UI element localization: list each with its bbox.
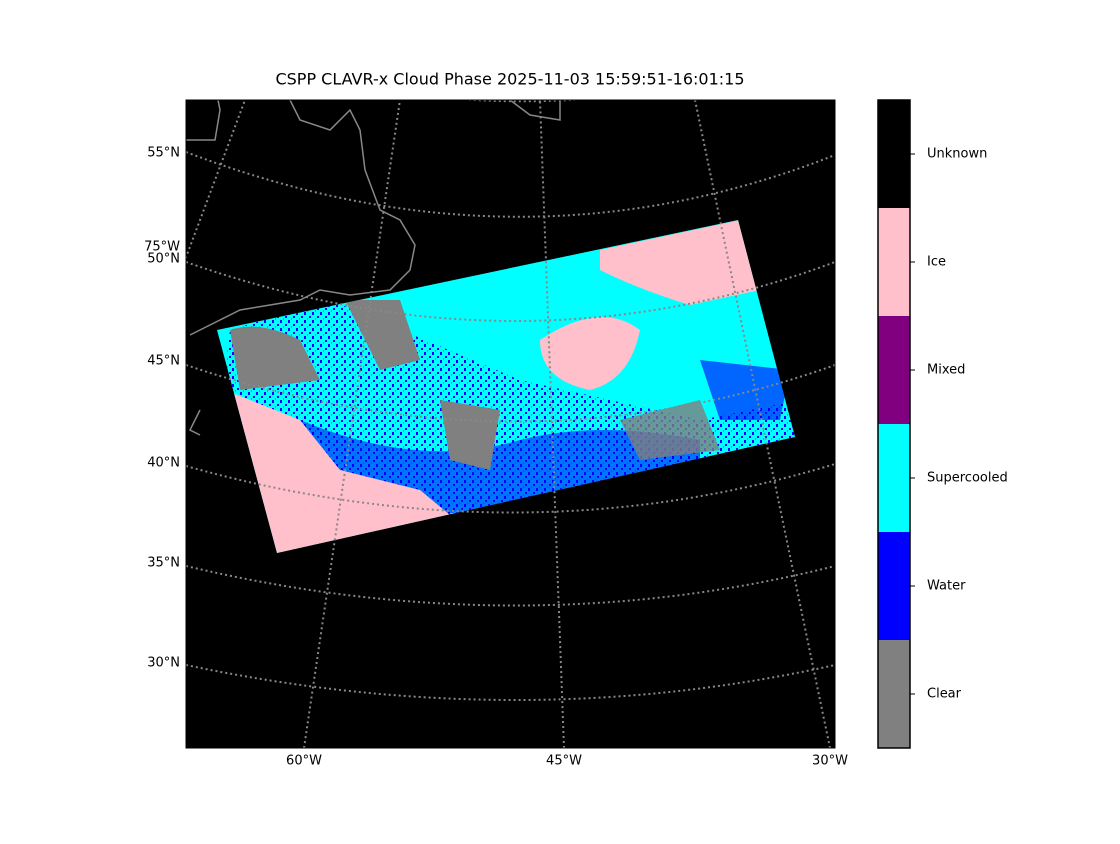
- colorbar-band: [878, 640, 910, 748]
- colorbar-label: Water: [927, 579, 966, 594]
- colorbar: Clear Water Supercooled Mixed Ice Unknown: [877, 99, 1008, 749]
- latitude-label: 30°N: [147, 656, 180, 671]
- coastline: [186, 100, 561, 436]
- longitude-label: 30°W: [812, 754, 848, 769]
- latitude-label: 40°N: [147, 456, 180, 471]
- latitude-label: 55°N: [147, 146, 180, 161]
- colorbar-label: Mixed: [927, 363, 965, 378]
- colorbar-band: [878, 316, 910, 424]
- map-frame: [185, 99, 836, 749]
- colorbar-frame: [877, 99, 911, 749]
- colorbar-band: [878, 100, 910, 208]
- colorbar-band: [878, 424, 910, 532]
- longitude-label: 60°W: [286, 754, 322, 769]
- colorbar-label: Clear: [927, 687, 962, 702]
- latitude-label: 50°N: [147, 252, 180, 267]
- latitude-label: 35°N: [147, 556, 180, 571]
- latitude-label: 45°N: [147, 354, 180, 369]
- colorbar-label: Unknown: [927, 147, 987, 162]
- colorbar-band: [878, 208, 910, 316]
- longitude-label: 45°W: [546, 754, 582, 769]
- map-title: CSPP CLAVR-x Cloud Phase 2025-11-03 15:5…: [275, 70, 744, 89]
- colorbar-band: [878, 532, 910, 640]
- colorbar-label: Supercooled: [927, 471, 1008, 486]
- colorbar-label: Ice: [927, 255, 946, 270]
- longitude-label: 75°W: [144, 240, 180, 255]
- graticule: [186, 100, 835, 748]
